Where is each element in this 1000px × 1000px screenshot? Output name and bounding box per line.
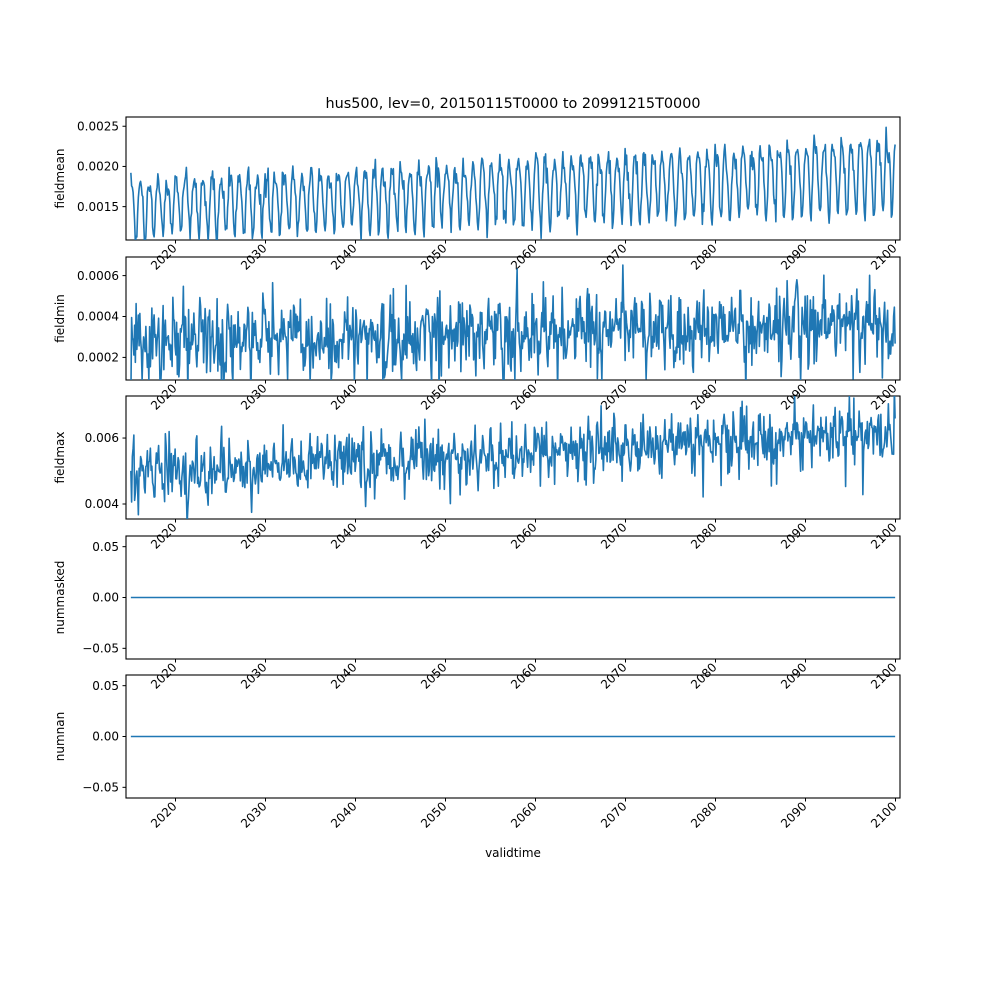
y-axis-label-fieldmean: fieldmean: [53, 149, 67, 209]
y-tick-label: 0.0002: [77, 351, 119, 365]
y-tick-label: 0.0006: [77, 269, 119, 283]
y-tick-label: 0.006: [85, 431, 119, 445]
x-axis-label: validtime: [485, 846, 541, 860]
y-axis-label-fieldmin: fieldmin: [53, 294, 67, 343]
y-tick-label: 0.0015: [77, 200, 119, 214]
y-tick-label: −0.05: [82, 642, 119, 656]
axes-frame: [125, 256, 901, 381]
axes-frame: [125, 116, 901, 241]
data-line-fieldmean: [130, 126, 896, 240]
y-tick-label: 0.004: [85, 497, 119, 511]
y-axis-label-fieldmax: fieldmax: [53, 431, 67, 483]
y-axis-label-nummasked: nummasked: [53, 561, 67, 635]
y-tick-label: 0.00: [92, 591, 119, 605]
y-tick-label: 0.05: [92, 540, 119, 554]
data-line-fieldmax: [130, 396, 896, 519]
data-line-fieldmin: [130, 264, 896, 380]
axes-frame: [125, 395, 901, 520]
figure-title: hus500, lev=0, 20150115T0000 to 20991215…: [326, 96, 701, 112]
y-tick-label: 0.0004: [77, 310, 119, 324]
y-tick-label: −0.05: [82, 781, 119, 795]
y-tick-label: 0.05: [92, 679, 119, 693]
y-tick-label: 0.0025: [77, 119, 119, 133]
y-tick-label: 0.0020: [77, 160, 119, 174]
y-axis-label-numnan: numnan: [53, 712, 67, 761]
y-tick-label: 0.00: [92, 730, 119, 744]
